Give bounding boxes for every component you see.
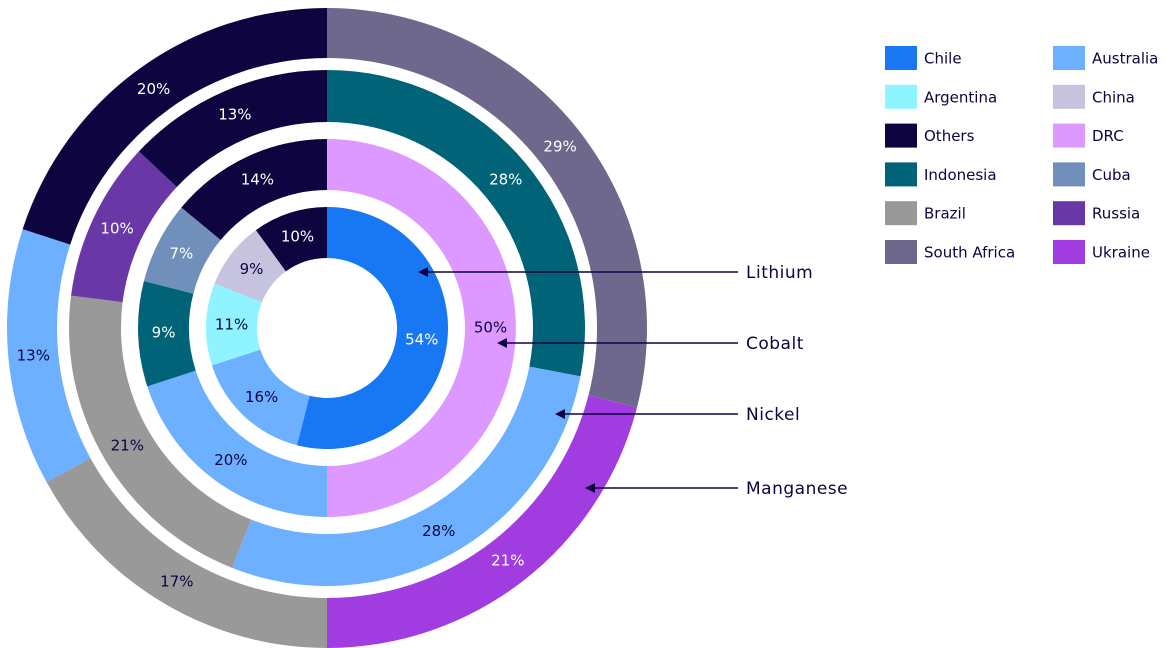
data-label: 17% bbox=[160, 572, 193, 590]
legend-swatch bbox=[885, 201, 917, 226]
data-label: 29% bbox=[543, 138, 576, 156]
data-label: 9% bbox=[152, 324, 176, 342]
ring-segment bbox=[143, 207, 221, 294]
ring-segment bbox=[296, 207, 449, 449]
data-label: 21% bbox=[491, 552, 524, 570]
data-label: 28% bbox=[422, 522, 455, 540]
ring-name: Manganese bbox=[746, 479, 848, 499]
data-label: 20% bbox=[137, 80, 170, 98]
ring-segment bbox=[181, 139, 327, 241]
legend-swatch bbox=[1053, 123, 1085, 148]
data-label: 28% bbox=[489, 171, 522, 189]
legend-label: China bbox=[1092, 88, 1135, 106]
legend-swatch bbox=[885, 84, 917, 109]
legend-swatch bbox=[885, 240, 917, 264]
legend-label: Brazil bbox=[924, 205, 966, 223]
legend-swatch bbox=[1053, 162, 1085, 187]
legend-label: Argentina bbox=[924, 88, 997, 106]
legend-label: South Africa bbox=[924, 244, 1015, 262]
data-label: 13% bbox=[17, 346, 50, 364]
data-label: 16% bbox=[245, 388, 278, 406]
annotation-arrowhead bbox=[497, 338, 507, 348]
legend-swatch bbox=[885, 46, 917, 70]
ring-segment bbox=[138, 70, 327, 187]
ring-name: Cobalt bbox=[746, 334, 804, 354]
data-label: 10% bbox=[281, 228, 314, 246]
data-label: 50% bbox=[474, 319, 507, 337]
legend-label: DRC bbox=[1092, 127, 1124, 145]
annotation-arrowhead bbox=[585, 483, 595, 493]
legend-swatch bbox=[1053, 240, 1085, 264]
ring-segment bbox=[211, 349, 310, 446]
ring-segment bbox=[46, 458, 328, 648]
legend-swatch bbox=[1053, 46, 1085, 70]
legend-label: Australia bbox=[1092, 50, 1158, 68]
data-label: 54% bbox=[405, 330, 438, 348]
ring-segment bbox=[232, 366, 581, 586]
legend-label: Ukraine bbox=[1092, 244, 1150, 262]
data-label: 9% bbox=[240, 260, 264, 278]
ring-segment bbox=[327, 395, 637, 648]
ring-segment bbox=[327, 8, 647, 408]
ring-segment bbox=[22, 8, 327, 245]
data-label: 14% bbox=[241, 171, 274, 189]
legend-label: Indonesia bbox=[924, 166, 997, 184]
data-label: 7% bbox=[169, 244, 193, 262]
ring-segment bbox=[69, 295, 252, 568]
legend-label: Others bbox=[924, 127, 975, 145]
data-label: 20% bbox=[214, 451, 247, 469]
annotation-arrowhead bbox=[555, 409, 565, 419]
ring-segment bbox=[71, 151, 177, 303]
legend-label: Chile bbox=[924, 50, 962, 68]
legend-label: Russia bbox=[1092, 205, 1140, 223]
legend-swatch bbox=[885, 162, 917, 187]
data-label: 10% bbox=[100, 220, 133, 238]
ring-segment bbox=[214, 230, 286, 303]
ring-segment bbox=[7, 229, 91, 483]
data-label: 13% bbox=[218, 106, 251, 124]
legend-swatch bbox=[885, 123, 917, 148]
ring-segment bbox=[327, 70, 586, 377]
annotation-arrowhead bbox=[418, 267, 428, 277]
ring-segment bbox=[206, 283, 262, 366]
ring-segment bbox=[138, 280, 196, 387]
data-label: 21% bbox=[111, 437, 144, 455]
ring-segment bbox=[255, 207, 327, 272]
ring-name: Lithium bbox=[746, 263, 813, 283]
legend-swatch bbox=[1053, 84, 1085, 109]
ring-segment bbox=[327, 139, 516, 517]
data-label: 11% bbox=[215, 316, 248, 334]
ring-segment bbox=[147, 370, 327, 517]
legend-swatch bbox=[1053, 201, 1085, 226]
legend-label: Cuba bbox=[1092, 166, 1131, 184]
ring-name: Nickel bbox=[746, 405, 800, 425]
